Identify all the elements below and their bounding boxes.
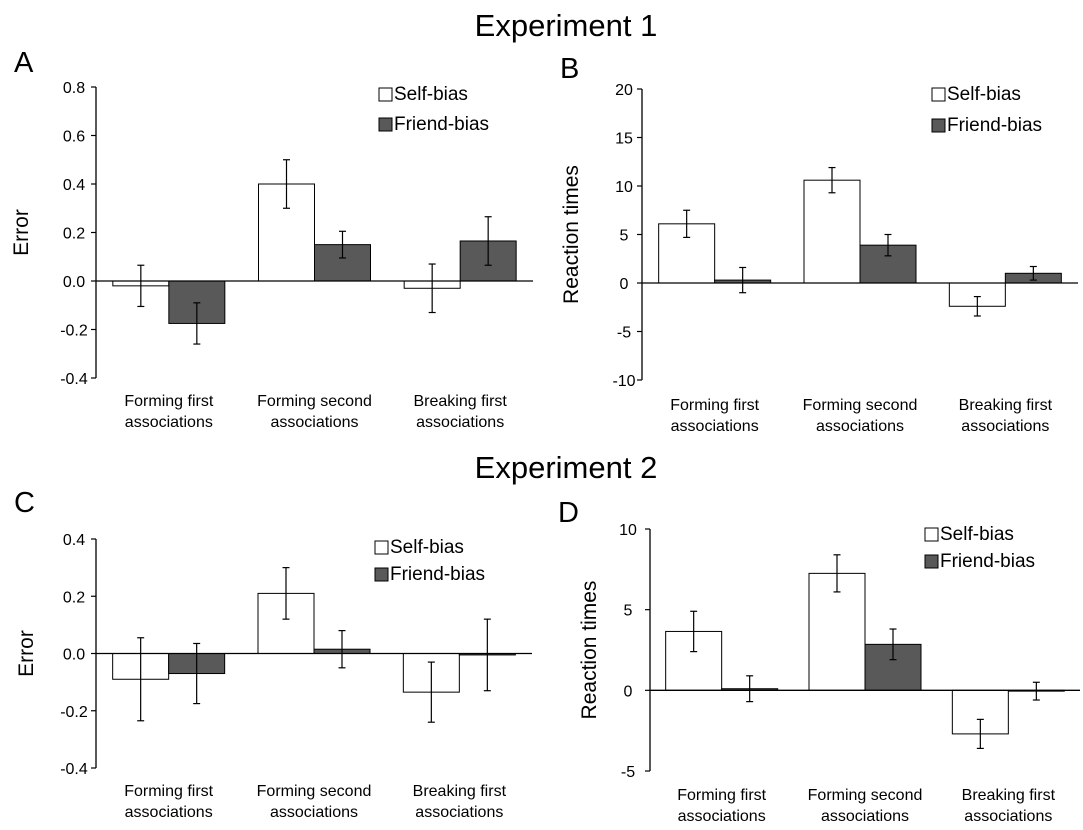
category-label: Forming first associations <box>124 783 213 821</box>
legend-swatch <box>378 117 393 132</box>
panel-a-chart: -0.4 -0.2 0.0 0.2 0.4 0.6 0.8 Error Forming firs… <box>10 80 533 431</box>
category-label: Breaking first associations <box>413 783 507 821</box>
panel-c-chart: -0.4 -0.2 0.0 0.2 0.4 Error Forming first assoc… <box>15 532 532 821</box>
category-label-line: Breaking first <box>959 397 1053 414</box>
category-label: Forming first associations <box>677 787 766 825</box>
category-label: Breaking first associations <box>962 787 1056 825</box>
category-label-line: Forming first <box>670 397 759 414</box>
y-axis-label: Reaction times <box>560 165 583 304</box>
category-label: Forming second associations <box>257 393 372 431</box>
category-label: Forming first associations <box>670 397 759 435</box>
category-label-line: Forming second <box>257 783 372 800</box>
y-tick-label: 0.0 <box>63 647 85 664</box>
category-label-line: associations <box>125 804 213 821</box>
legend-label: Friend-bias <box>390 564 485 585</box>
legend-label: Self-bias <box>947 84 1021 105</box>
y-tick-label: 10 <box>615 179 633 196</box>
legend-label: Self-bias <box>390 537 464 558</box>
legend-label: Friend-bias <box>947 115 1042 136</box>
category-label-line: associations <box>125 414 213 431</box>
category-label-line: associations <box>415 804 503 821</box>
panel-letter-c: C <box>14 487 35 519</box>
y-tick-label: -10 <box>612 373 635 390</box>
legend-label: Self-bias <box>940 524 1014 545</box>
legend-swatch <box>374 540 389 555</box>
y-tick-label: 5 <box>620 228 629 245</box>
y-tick-label: -5 <box>617 325 631 342</box>
legend-swatch <box>931 118 946 133</box>
legend-label: Self-bias <box>394 84 468 105</box>
self-bias-bar <box>803 179 861 284</box>
y-tick-label: 0 <box>620 276 629 293</box>
category-label-line: associations <box>678 808 766 825</box>
category-label: Forming first associations <box>124 393 213 431</box>
y-tick-label: 0.4 <box>63 177 85 194</box>
category-label-line: Breaking first <box>962 787 1056 804</box>
category-label-line: associations <box>964 808 1052 825</box>
y-tick-label: -5 <box>621 764 635 781</box>
category-label-line: Forming first <box>124 393 213 410</box>
panel-letter-a: A <box>14 47 34 79</box>
legend-swatch <box>924 554 939 569</box>
experiment-2-title: Experiment 2 <box>475 450 658 485</box>
y-tick-label: 15 <box>615 131 633 148</box>
legend-swatch <box>374 567 389 582</box>
legend-label: Friend-bias <box>394 114 489 135</box>
self-bias-bar <box>808 572 866 691</box>
panel-b-chart: -10 -5 0 5 10 15 20 Reaction times Forming first… <box>560 82 1078 435</box>
category-label-line: associations <box>270 414 358 431</box>
y-tick-label: 20 <box>615 82 633 99</box>
y-tick-label: 0 <box>624 683 633 700</box>
panel-d-chart: -5 0 5 10 Reaction times Forming first associa… <box>578 522 1080 825</box>
y-tick-label: -0.4 <box>60 761 88 778</box>
category-label-line: Forming first <box>677 787 766 804</box>
category-label: Forming second associations <box>257 783 372 821</box>
category-label-line: associations <box>416 414 504 431</box>
category-label-line: associations <box>816 418 904 435</box>
category-label: Forming second associations <box>808 787 923 825</box>
y-tick-label: -0.2 <box>60 704 88 721</box>
y-tick-label: 0.4 <box>63 532 85 549</box>
y-tick-label: -0.4 <box>60 371 88 388</box>
legend-swatch <box>378 87 393 102</box>
category-label-line: associations <box>821 808 909 825</box>
category-label-line: Forming second <box>808 787 923 804</box>
y-tick-label: 0.0 <box>63 274 85 291</box>
category-label-line: associations <box>961 418 1049 435</box>
category-label-line: Forming second <box>257 393 372 410</box>
y-tick-label: 0.8 <box>63 80 85 97</box>
category-label: Breaking first associations <box>413 393 507 431</box>
category-label: Breaking first associations <box>959 397 1053 435</box>
y-tick-label: -0.2 <box>60 323 88 340</box>
y-axis-label: Error <box>15 630 38 677</box>
legend-swatch <box>931 87 946 102</box>
y-tick-label: 0.2 <box>63 589 85 606</box>
y-tick-label: 10 <box>619 522 637 539</box>
category-label-line: associations <box>270 804 358 821</box>
category-label-line: associations <box>671 418 759 435</box>
category-label-line: Forming second <box>803 397 918 414</box>
category-label: Forming second associations <box>803 397 918 435</box>
y-tick-label: 0.6 <box>63 129 85 146</box>
legend-label: Friend-bias <box>940 551 1035 572</box>
y-tick-label: 5 <box>624 603 633 620</box>
legend-swatch <box>924 527 939 542</box>
y-axis-label: Error <box>10 209 33 256</box>
y-tick-label: 0.2 <box>63 226 85 243</box>
y-axis-label: Reaction times <box>578 581 601 720</box>
panel-letter-d: D <box>558 497 579 529</box>
panel-letter-b: B <box>560 53 579 85</box>
category-label-line: Forming first <box>124 783 213 800</box>
category-label-line: Breaking first <box>413 783 507 800</box>
experiment-1-title: Experiment 1 <box>475 8 658 43</box>
category-label-line: Breaking first <box>413 393 507 410</box>
